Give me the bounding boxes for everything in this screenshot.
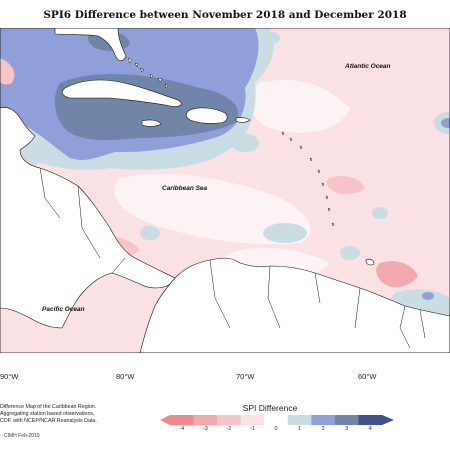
positive-region <box>422 292 434 300</box>
neutral-region <box>249 79 350 133</box>
jamaica-island <box>141 119 162 127</box>
neutral-region <box>114 174 311 245</box>
legend-tick-label: -2 <box>226 426 232 432</box>
longitude-label: 70°W <box>236 372 255 381</box>
legend-tick-label: -1 <box>249 426 255 432</box>
legend-swatch <box>358 415 383 425</box>
legend-tick-label: -4 <box>179 426 185 432</box>
atlantic-ocean-label: Atlantic Ocean <box>345 63 391 70</box>
florida-land <box>54 28 127 62</box>
country-borders <box>39 167 426 349</box>
legend-colorbar <box>160 415 394 425</box>
legend-tick-label: -3 <box>202 426 208 432</box>
negative-region <box>326 176 365 195</box>
trinidad-island <box>365 258 375 266</box>
positive-region <box>264 32 280 44</box>
positive-region <box>340 246 360 260</box>
legend-tick-label: 1 <box>298 426 302 432</box>
legend-tick-label: 0 <box>274 426 278 432</box>
caribbean-sea-label: Caribbean Sea <box>162 185 208 192</box>
lesser-antilles-islands <box>281 131 335 227</box>
map-title: SPI6 Difference between November 2018 an… <box>43 9 407 21</box>
legend-swatch <box>217 415 242 425</box>
legend-swatch <box>311 415 336 425</box>
positive-region <box>263 223 307 243</box>
longitude-label: 60°W <box>358 372 377 381</box>
longitude-label: 90°W <box>0 372 19 381</box>
positive-region <box>231 134 259 152</box>
legend-arrow-high <box>382 415 394 425</box>
central-america-land <box>0 107 176 329</box>
legend-swatch <box>334 415 359 425</box>
legend-title: SPI Difference <box>242 403 298 413</box>
legend-tick-label: 4 <box>368 426 372 432</box>
negative-region <box>376 261 418 288</box>
bahamas-islands <box>127 57 169 89</box>
hispaniola-island <box>185 107 228 124</box>
copyright-text: CIMH Feb-2019 <box>4 433 40 439</box>
legend-swatch <box>264 415 289 425</box>
positive-region <box>140 226 160 240</box>
legend-tick-label: 2 <box>321 426 325 432</box>
positive-region <box>372 207 388 219</box>
cuba-island <box>61 79 182 107</box>
longitude-label: 80°W <box>116 372 135 381</box>
legend-swatch <box>193 415 218 425</box>
map-caption: Difference Map of the Caribbean Region. … <box>0 404 97 424</box>
negative-region <box>0 58 15 85</box>
legend-swatch <box>170 415 195 425</box>
puerto-rico-island <box>235 117 251 123</box>
south-america-land <box>139 257 450 353</box>
legend-tick-label: 3 <box>345 426 349 432</box>
positive-region <box>441 118 450 128</box>
map-canvas <box>0 28 450 353</box>
legend-swatch <box>287 415 312 425</box>
pacific-ocean-label: Pacific Ocean <box>42 306 85 313</box>
legend-swatch <box>240 415 265 425</box>
legend-arrow-low <box>160 415 170 425</box>
